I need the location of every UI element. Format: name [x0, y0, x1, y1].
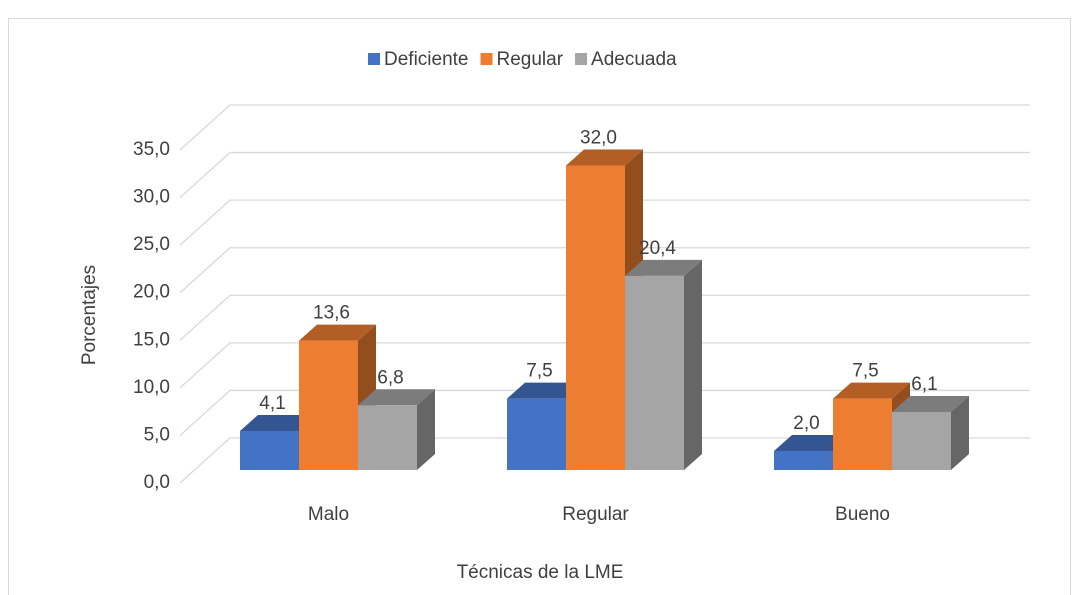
y-axis-title: Porcentajes — [79, 265, 100, 365]
bar-top — [507, 382, 584, 399]
bar — [566, 165, 625, 471]
bar — [358, 405, 417, 470]
data-label: 7,5 — [852, 361, 878, 382]
data-label: 2,0 — [793, 413, 819, 434]
legend-swatch — [575, 53, 588, 65]
x-tick-label: Regular — [562, 504, 629, 525]
bar-top — [774, 434, 851, 451]
data-label: 13,6 — [313, 303, 350, 324]
x-tick-label: Malo — [308, 504, 349, 525]
y-tick-label: 20,0 — [133, 282, 170, 303]
legend-label: Deficiente — [384, 49, 469, 70]
data-label: 6,8 — [377, 367, 403, 388]
chart-border — [8, 18, 1071, 595]
bar-top — [566, 149, 643, 166]
grid-line — [179, 151, 1030, 199]
data-label: 6,1 — [911, 374, 937, 395]
grid-line — [179, 294, 1030, 341]
grid-line — [179, 199, 1030, 246]
y-tick-label: 30,0 — [133, 187, 170, 208]
y-tick-label: 25,0 — [133, 234, 170, 255]
grid-line — [179, 389, 1030, 436]
data-label: 32,0 — [580, 128, 617, 149]
grid-line — [179, 247, 1030, 294]
y-tick-label: 15,0 — [133, 329, 170, 350]
bar-top — [625, 259, 702, 276]
bar-top — [892, 395, 969, 412]
bar-top — [299, 324, 376, 341]
bar-top — [358, 389, 435, 406]
data-label: 4,1 — [259, 393, 285, 414]
grid-line — [179, 342, 1030, 389]
bar — [240, 430, 299, 470]
legend-label: Regular — [497, 49, 564, 70]
y-tick-label: 0,0 — [144, 472, 170, 493]
x-tick-label: Bueno — [835, 504, 890, 525]
bar-side — [951, 395, 969, 470]
y-tick-label: 35,0 — [133, 139, 170, 160]
data-label: 20,4 — [639, 238, 676, 259]
bar-top — [833, 382, 910, 399]
bar — [625, 275, 684, 470]
bar — [892, 411, 951, 470]
grid-line — [179, 437, 1030, 484]
bar-side — [417, 389, 435, 470]
x-axis-title: Técnicas de la LME — [457, 562, 624, 583]
bar — [833, 398, 892, 470]
y-tick-label: 10,0 — [133, 377, 170, 398]
legend-swatch — [368, 53, 380, 65]
bar — [507, 398, 566, 470]
legend-label: Adecuada — [591, 49, 677, 70]
legend-swatch — [480, 53, 493, 65]
bar-side — [684, 259, 702, 470]
grid-line — [179, 104, 1030, 151]
bar — [299, 340, 358, 470]
bar — [774, 450, 833, 470]
data-label: 7,5 — [526, 361, 552, 382]
y-tick-label: 5,0 — [144, 424, 170, 445]
bar-top — [240, 414, 317, 431]
